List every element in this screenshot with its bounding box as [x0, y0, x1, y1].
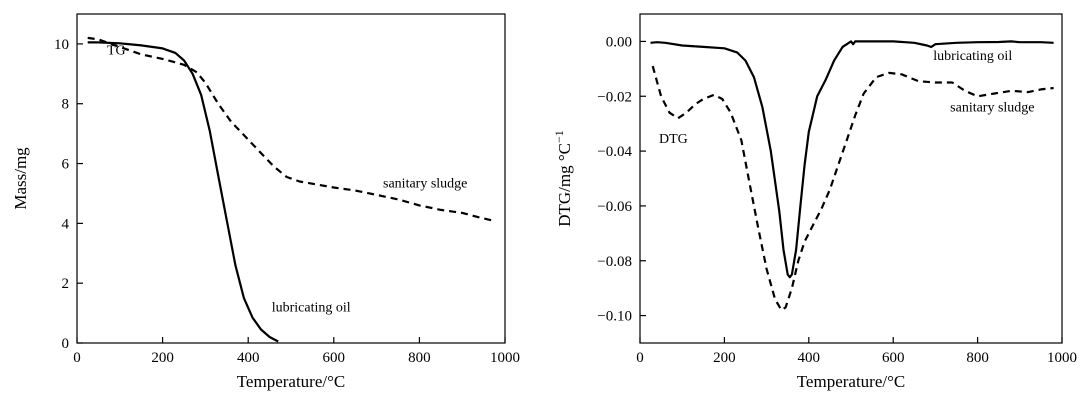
annotation-dtg: DTG: [659, 132, 688, 147]
chart-panel-2: 0 200 400 600 800 1000 0.00 −0.02 −0.04 −0.06 −0.0…: [552, 13, 1077, 391]
y-tick-label: 4: [62, 216, 70, 232]
x-tick-label: 400: [237, 350, 260, 366]
x-axis-label: Temperature/°C: [237, 372, 346, 391]
x-tick-label: 600: [323, 350, 346, 366]
annotation-sanitary-sludge: sanitary sludge: [950, 100, 1034, 115]
y-tick-label: 10: [54, 37, 69, 53]
plot-frame: [76, 13, 506, 344]
y-tick-label: −0.08: [597, 254, 632, 270]
x-tick-label: 200: [151, 350, 174, 366]
y-tick-label: 2: [62, 276, 70, 292]
x-tick-label: 600: [882, 350, 905, 366]
y-axis-label: DTG/mg °C−1: [552, 130, 574, 227]
y-tick-label: −0.06: [597, 199, 632, 215]
x-axis-label: Temperature/°C: [797, 372, 906, 391]
annotation-lubricating-oil: lubricating oil: [272, 301, 351, 316]
x-tick-label: 400: [798, 350, 821, 366]
x-tick-label: 0: [636, 350, 644, 366]
chart-panel-1: 0 200 400 600 800 1000 0 2 4 6 8 10 Temperature/°C Ma…: [11, 13, 520, 391]
x-tick-label: 800: [408, 350, 431, 366]
plot-frame: [639, 13, 1063, 344]
y-tick-label: −0.02: [597, 89, 632, 105]
series-line-lubricating-oil: [87, 41, 279, 343]
annotation-tg: TG: [107, 43, 126, 58]
y-axis-label: Mass/mg: [11, 147, 30, 210]
y-tick-label: −0.10: [597, 309, 632, 325]
y-tick-label: 0.00: [606, 34, 632, 50]
series-line-lubricating-oil: [650, 40, 1054, 279]
series-line-sanitary-sludge: [651, 65, 1054, 312]
x-tick-label: 1000: [1047, 350, 1077, 366]
x-tick-label: 0: [73, 350, 81, 366]
y-tick-label: −0.04: [597, 144, 632, 160]
series-line-sanitary-sludge: [87, 36, 493, 222]
x-tick-label: 200: [713, 350, 736, 366]
x-tick-label: 1000: [490, 350, 520, 366]
annotation-lubricating-oil: lubricating oil: [933, 49, 1012, 64]
y-tick-label: 0: [62, 336, 70, 352]
annotation-sanitary-sludge: sanitary sludge: [383, 176, 467, 191]
y-tick-label: 8: [62, 97, 70, 113]
x-tick-label: 800: [966, 350, 989, 366]
y-tick-label: 6: [62, 157, 70, 173]
